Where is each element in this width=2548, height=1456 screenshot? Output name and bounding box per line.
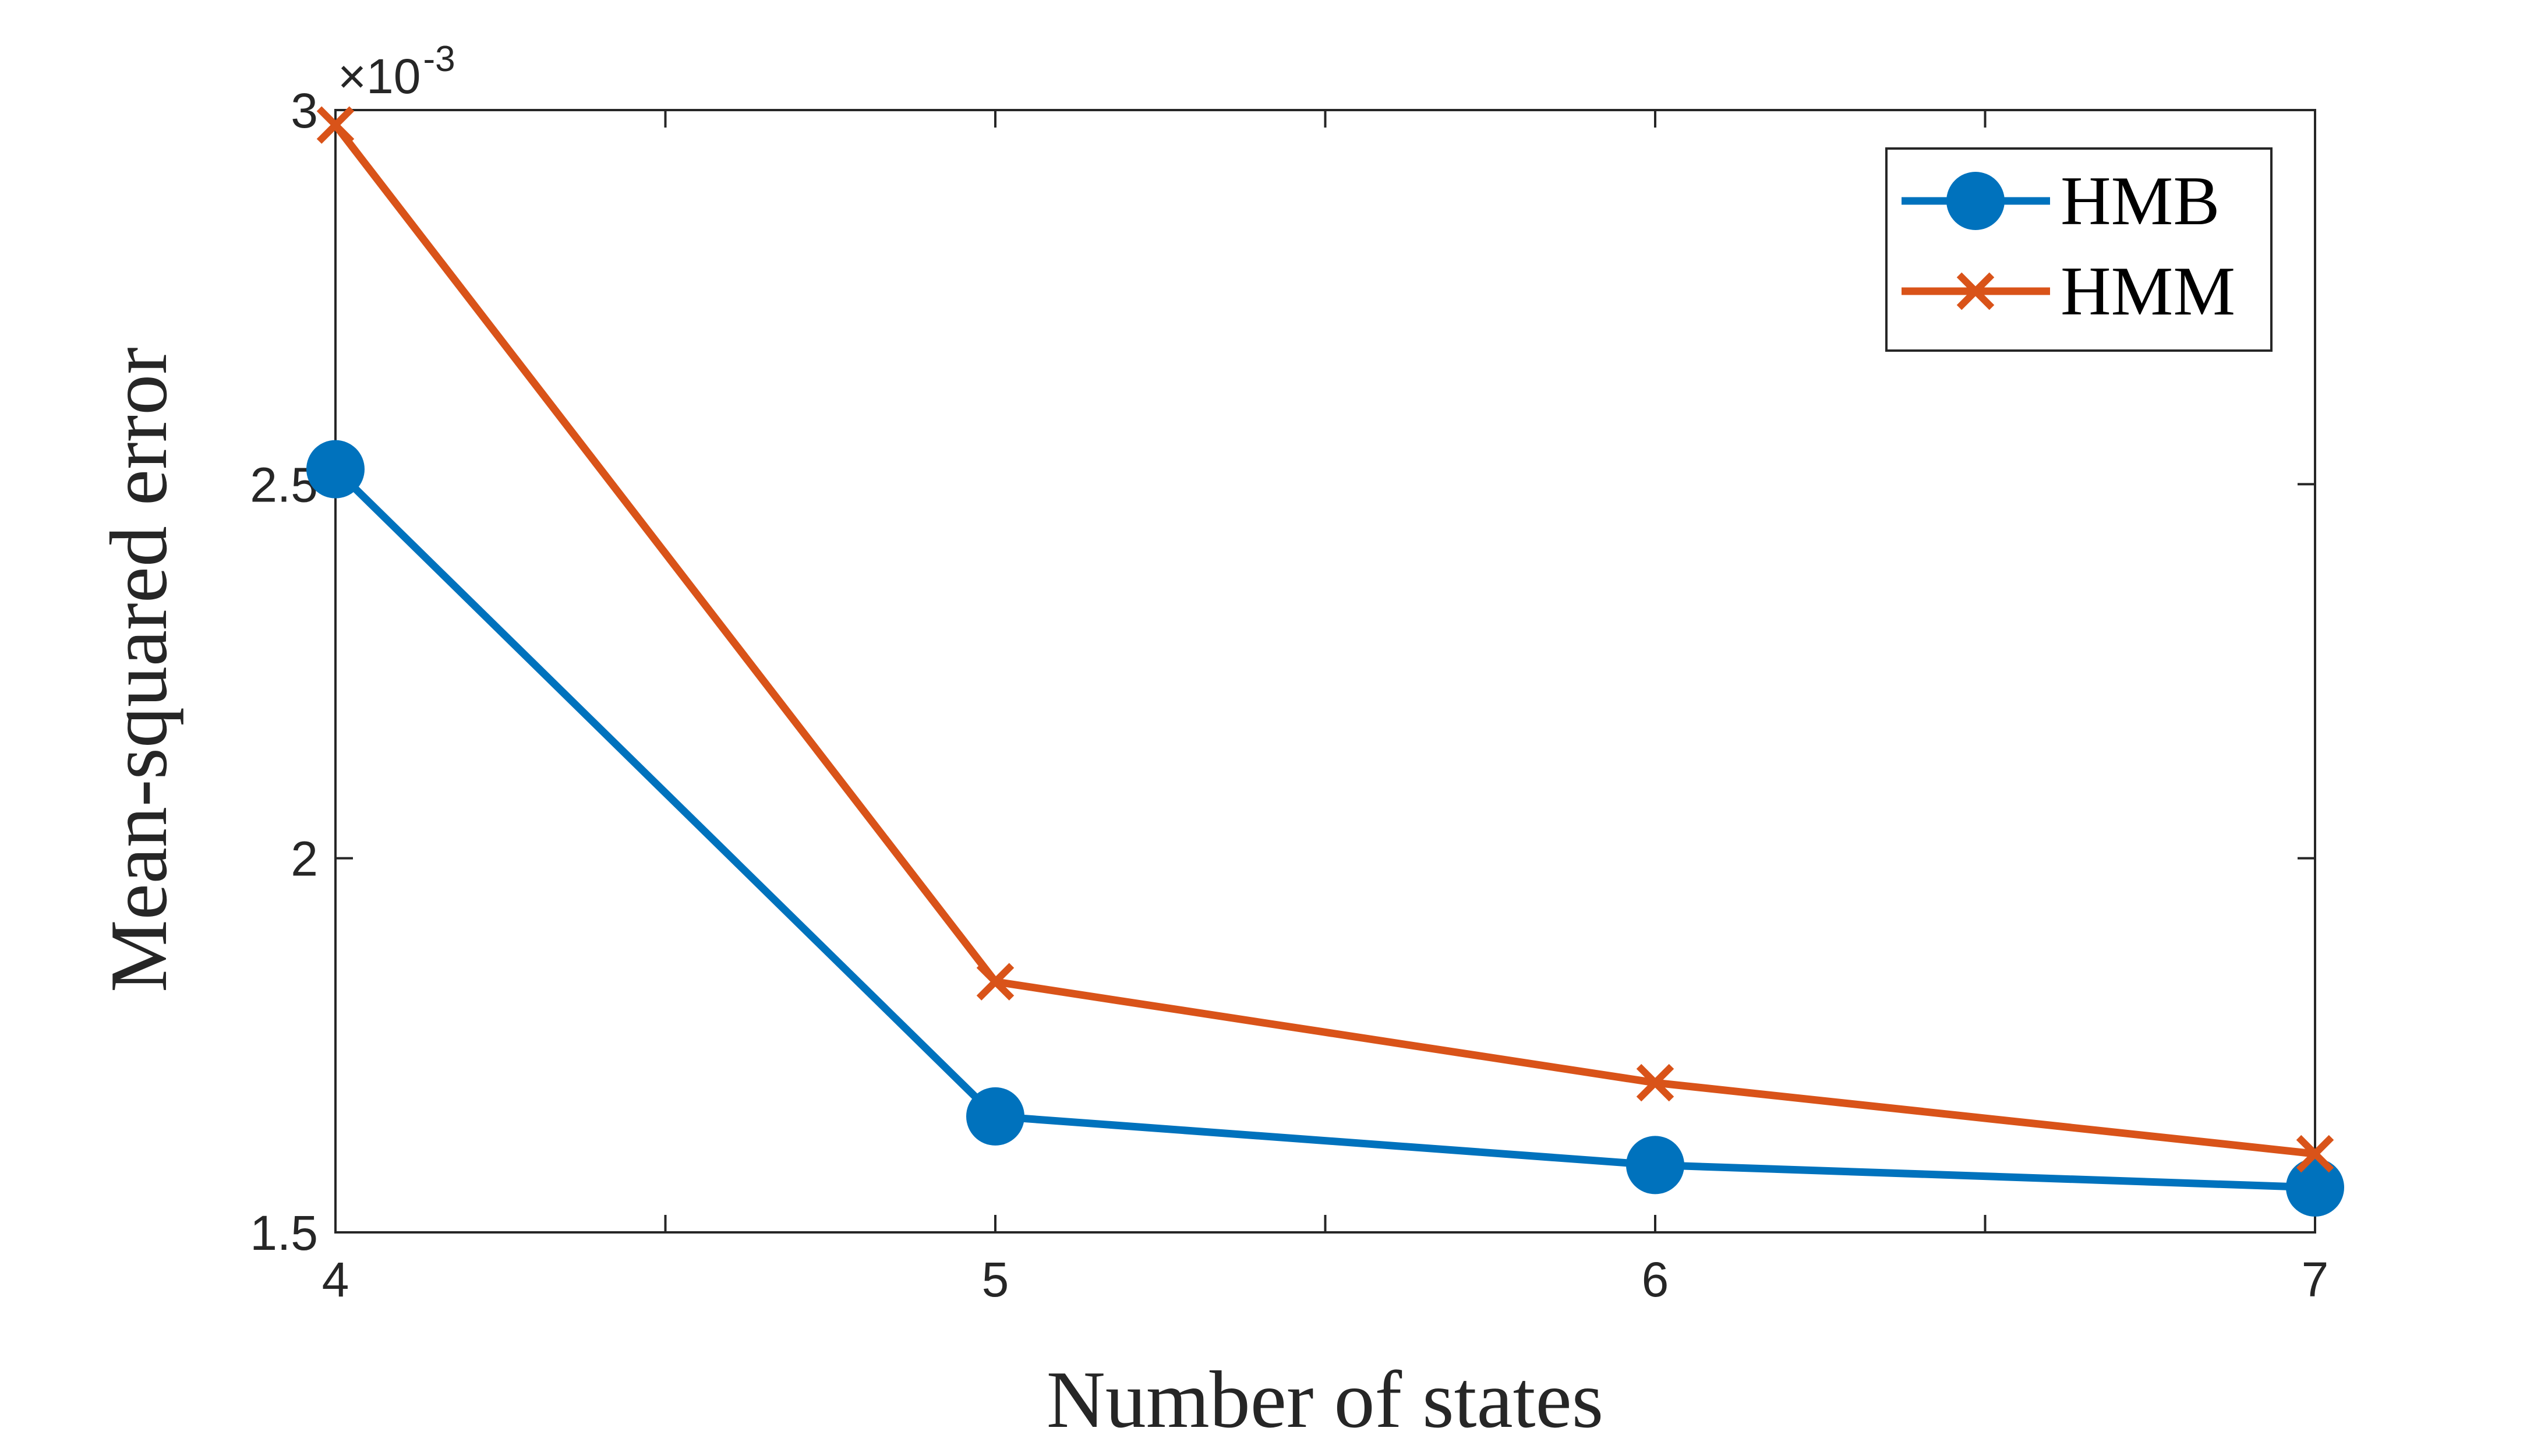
legend-marker-hmm	[1956, 272, 1995, 310]
y-exponent-value: -3	[423, 39, 455, 79]
y-axis-label: Mean-squared error	[94, 347, 184, 992]
series-line-hmm	[332, 122, 2316, 1158]
x-tick-label: 6	[1642, 1252, 1669, 1307]
x-tick-label: 4	[322, 1252, 349, 1307]
x-tick-labels: 4 5 6 7	[322, 1252, 2329, 1307]
data-point-hmb	[306, 440, 365, 499]
x-tick-label: 5	[982, 1252, 1009, 1307]
y-tick-label: 1.5	[250, 1206, 318, 1260]
y-tick-label: 2	[291, 832, 318, 886]
y-tick-labels: 1.522.53	[250, 83, 318, 1260]
data-point-hmm	[2296, 1135, 2334, 1173]
legend: HMB HMM	[1885, 147, 2273, 352]
data-point-hmb	[966, 1087, 1024, 1146]
data-point-hmb	[2286, 1158, 2344, 1217]
legend-marker-hmb	[1946, 172, 2005, 230]
y-exponent-multiplier: ×10 -3	[338, 39, 455, 104]
data-point-hmm	[976, 963, 1015, 1001]
data-point-hmm	[1636, 1063, 1674, 1102]
x-axis-label: Number of states	[1047, 1355, 1603, 1445]
series-layer	[306, 106, 2344, 1217]
legend-label-hmm: HMM	[2061, 252, 2235, 330]
legend-label-hmb: HMB	[2061, 162, 2220, 239]
y-exponent-base: ×10	[338, 49, 421, 104]
data-point-hmb	[1626, 1136, 1684, 1195]
x-tick-label: 7	[2302, 1252, 2329, 1307]
y-tick-label: 3	[291, 83, 318, 138]
data-point-hmm	[316, 106, 355, 144]
legend-box	[1885, 147, 2273, 352]
series-line-hmb	[333, 466, 2316, 1192]
